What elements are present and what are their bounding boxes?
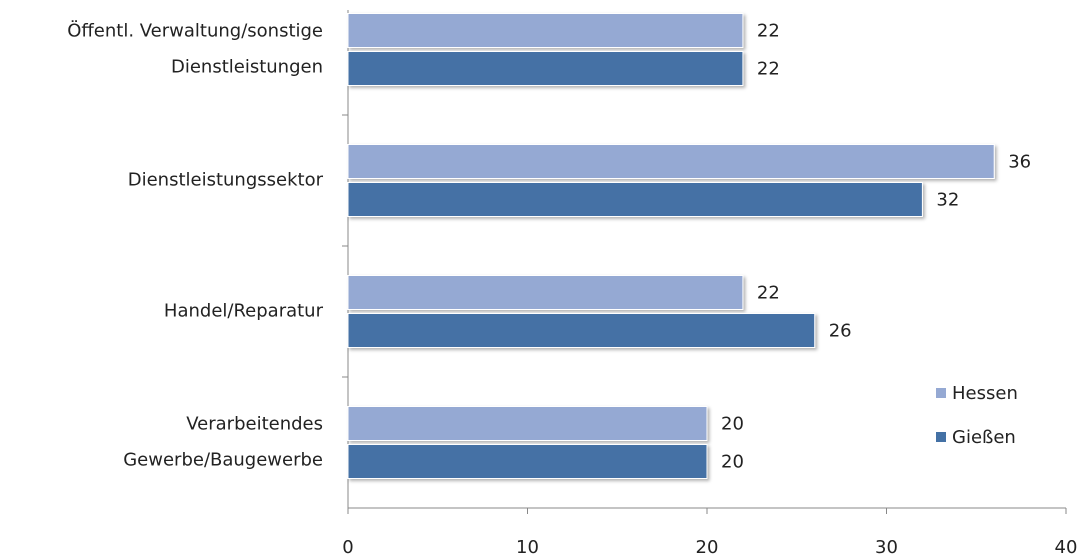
bar <box>347 406 708 441</box>
y-tick-label-line: Verarbeitendes <box>186 414 323 435</box>
y-tick-label: Öffentl. Verwaltung/sonstige Dienstleistu… <box>67 20 323 78</box>
legend-swatch <box>936 432 946 442</box>
bar <box>347 182 923 217</box>
x-tick-label: 40 <box>1055 537 1078 558</box>
y-tick-label-line: Gewerbe/Baugewerbe <box>123 450 323 471</box>
value-label: 22 <box>757 59 780 80</box>
y-tick-label-line: Dienstleistungen <box>171 57 323 78</box>
y-tick-label: Handel/Reparatur <box>164 301 324 322</box>
value-label: 26 <box>829 321 852 342</box>
bar <box>347 313 816 348</box>
x-tick-label: 0 <box>342 537 353 558</box>
value-label: 22 <box>757 21 780 42</box>
legend-swatch <box>936 388 946 398</box>
y-tick-label-line: Handel/Reparatur <box>164 301 324 322</box>
bar <box>347 275 744 310</box>
x-tick-label: 10 <box>516 537 539 558</box>
legend-label: Gießen <box>952 427 1016 448</box>
y-tick-label-line: Öffentl. Verwaltung/sonstige <box>67 20 323 42</box>
y-tick-label: Dienstleistungssektor <box>128 170 324 191</box>
value-label: 22 <box>757 283 780 304</box>
x-tick-label: 20 <box>696 537 719 558</box>
legend-label: Hessen <box>952 383 1018 404</box>
x-tick-label: 30 <box>875 537 898 558</box>
y-tick-label: Verarbeitendes Gewerbe/Baugewerbe <box>123 414 323 471</box>
value-label: 20 <box>721 452 744 473</box>
value-label: 32 <box>936 190 959 211</box>
value-label: 20 <box>721 414 744 435</box>
bar <box>347 13 744 48</box>
bar <box>347 444 708 479</box>
bar <box>347 51 744 86</box>
value-label: 36 <box>1008 152 1031 173</box>
y-tick-label-line: Dienstleistungssektor <box>128 170 324 191</box>
bar <box>347 144 995 179</box>
